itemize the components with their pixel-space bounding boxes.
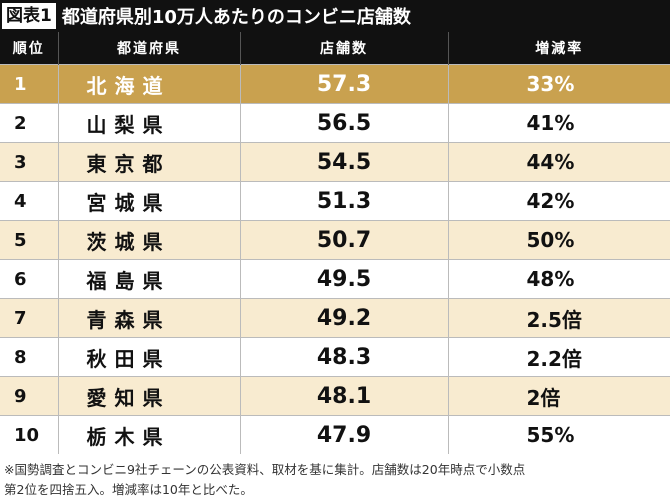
- table-cell: 山梨県: [57, 103, 240, 143]
- table-cell: 50%: [447, 220, 670, 260]
- footnote: ※国勢調査とコンビニ9社チェーンの公表資料、取材を基に集計。店舗数は20年時点で…: [0, 454, 670, 500]
- table-cell: 2.5倍: [447, 298, 670, 338]
- column-header: 都道府県: [57, 32, 240, 65]
- table-cell: 49.5: [239, 259, 448, 299]
- table-cell: 33%: [447, 64, 670, 104]
- table-cell: 2倍: [447, 376, 670, 416]
- title-bar: 図表1 都道府県別10万人あたりのコンビニ店舗数: [0, 0, 670, 32]
- table-row: 9 愛知県 48.1 2倍: [0, 376, 670, 416]
- table: 順位 都道府県 店舗数 増減率 1 北海道 57.3 33% 2 山梨県 56.5 41% 3 東京都 5…: [0, 32, 670, 454]
- title: 都道府県別10万人あたりのコンビニ店舗数: [61, 7, 411, 28]
- table-cell: 2: [0, 103, 58, 143]
- table-body: 1 北海道 57.3 33% 2 山梨県 56.5 41% 3 東京都 54.5 44% 4 宮城県 51.…: [0, 64, 670, 454]
- table-cell: 42%: [447, 181, 670, 221]
- table-cell: 栃木県: [57, 415, 240, 454]
- table-cell: 56.5: [239, 103, 448, 143]
- column-header: 順位: [0, 32, 58, 65]
- table-row: 4 宮城県 51.3 42%: [0, 181, 670, 221]
- table-cell: 福島県: [57, 259, 240, 299]
- table-row: 6 福島県 49.5 48%: [0, 259, 670, 299]
- table-cell: 48.1: [239, 376, 448, 416]
- table-row: 2 山梨県 56.5 41%: [0, 103, 670, 143]
- table-cell: 4: [0, 181, 58, 221]
- table-cell: 55%: [447, 415, 670, 454]
- table-cell: 51.3: [239, 181, 448, 221]
- table-cell: 3: [0, 142, 58, 182]
- table-cell: 54.5: [239, 142, 448, 182]
- figure-label: 図表1: [2, 3, 56, 29]
- table-cell: 2.2倍: [447, 337, 670, 377]
- table-cell: 青森県: [57, 298, 240, 338]
- column-header: 増減率: [447, 32, 670, 65]
- table-cell: 48%: [447, 259, 670, 299]
- table-cell: 9: [0, 376, 58, 416]
- table-row: 3 東京都 54.5 44%: [0, 142, 670, 182]
- table-cell: 愛知県: [57, 376, 240, 416]
- footnote-line: 第2位を四捨五入。増減率は10年と比べた。: [4, 482, 253, 497]
- table-row: 7 青森県 49.2 2.5倍: [0, 298, 670, 338]
- table-cell: 48.3: [239, 337, 448, 377]
- table-cell: 50.7: [239, 220, 448, 260]
- column-header: 店舗数: [239, 32, 448, 65]
- table-cell: 8: [0, 337, 58, 377]
- table-row: 10 栃木県 47.9 55%: [0, 415, 670, 454]
- table-cell: 秋田県: [57, 337, 240, 377]
- table-cell: 茨城県: [57, 220, 240, 260]
- table-row: 1 北海道 57.3 33%: [0, 64, 670, 104]
- header-row: 順位 都道府県 店舗数 増減率: [0, 32, 670, 65]
- table-cell: 49.2: [239, 298, 448, 338]
- table-cell: 北海道: [57, 64, 240, 104]
- table-cell: 東京都: [57, 142, 240, 182]
- table-cell: 10: [0, 415, 58, 454]
- table-cell: 41%: [447, 103, 670, 143]
- table-cell: 7: [0, 298, 58, 338]
- table-cell: 47.9: [239, 415, 448, 454]
- table-cell: 44%: [447, 142, 670, 182]
- table-cell: 宮城県: [57, 181, 240, 221]
- table-cell: 57.3: [239, 64, 448, 104]
- footnote-line: ※国勢調査とコンビニ9社チェーンの公表資料、取材を基に集計。店舗数は20年時点で…: [4, 462, 526, 477]
- table-cell: 1: [0, 64, 58, 104]
- table-row: 8 秋田県 48.3 2.2倍: [0, 337, 670, 377]
- table-cell: 6: [0, 259, 58, 299]
- table-cell: 5: [0, 220, 58, 260]
- table-row: 5 茨城県 50.7 50%: [0, 220, 670, 260]
